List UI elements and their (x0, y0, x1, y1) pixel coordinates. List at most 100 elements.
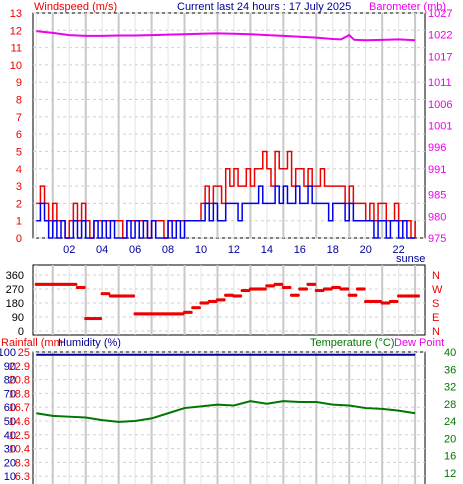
barometer-axis-label: Barometer (mb) (369, 1, 446, 13)
humidity-tick-label: 90 (4, 361, 16, 373)
windspeed-tick-label: 6 (16, 129, 22, 141)
windspeed-tick-label: 1 (16, 216, 22, 228)
rainfall-tick-label: 25 (18, 347, 30, 359)
hour-tick-label: 14 (261, 244, 273, 256)
hour-tick-label: 08 (162, 244, 174, 256)
humidity-temperature-panel: 10090807060504030201002522.920.818.816.7… (0, 347, 456, 484)
wind-direction-point (238, 294, 243, 298)
compass-label: N (432, 326, 440, 338)
humidity-tick-label: 20 (4, 457, 16, 469)
barometer-axis-ticks: 975 980 985 991 996 1001 1006 1011 1017 1022 1027 (428, 8, 452, 245)
rainfall-tick-label: 12.5 (9, 430, 30, 442)
compass-label: E (432, 312, 439, 324)
windspeed-tick-label: 0 (16, 233, 22, 245)
windspeed-tick-label: 5 (16, 146, 22, 158)
hour-tick-label: 18 (327, 244, 339, 256)
hour-tick-label: 04 (96, 244, 108, 256)
hour-tick-label: 02 (63, 244, 75, 256)
sunset-label: sunse (396, 253, 425, 265)
barometer-tick-label: 1001 (428, 121, 452, 133)
temperature-line (36, 400, 416, 423)
compass-label: W (432, 284, 443, 296)
temperature-tick-label: 32 (444, 382, 456, 394)
wind-direction-point (131, 294, 136, 298)
hour-axis-ticks: 02 04 06 08 10 12 14 16 18 20 22 (63, 244, 405, 256)
windspeed-tick-label: 3 (16, 181, 22, 193)
temperature-tick-label: 40 (444, 347, 456, 359)
humidity-tick-label: 80 (4, 375, 16, 387)
direction-tick-label: 180 (6, 298, 24, 310)
wind-direction-point (280, 282, 284, 286)
humidity-axis-label: Humidity (%) (58, 337, 121, 349)
rainfall-tick-label: 6.3 (15, 471, 30, 483)
windspeed-tick-label: 12 (10, 25, 22, 37)
wind-direction-point (288, 285, 292, 290)
windspeed-tick-label: 13 (10, 8, 22, 20)
direction-tick-label: 90 (12, 312, 24, 324)
windspeed-tick-label: 2 (16, 198, 22, 210)
compass-label: S (432, 298, 439, 310)
barometer-line (36, 30, 416, 42)
windspeed-tick-label: 10 (10, 60, 22, 72)
dew-point-label: Dew Point (394, 337, 444, 349)
rainfall-tick-label: 22.9 (9, 361, 30, 373)
barometer-tick-label: 975 (428, 233, 446, 245)
windspeed-tick-label: 8 (16, 95, 22, 107)
hour-tick-label: 16 (294, 244, 306, 256)
direction-tick-label: 270 (6, 284, 24, 296)
humidity-tick-label: 50 (4, 416, 16, 428)
barometer-tick-label: 1011 (428, 77, 452, 89)
wind-gust-line (36, 150, 416, 239)
windspeed-axis-label: Windspeed (m/s) (34, 1, 117, 13)
rainfall-tick-label: 20.8 (9, 375, 30, 387)
humidity-tick-label: 100 (0, 347, 16, 359)
wind-barometer-plot-area (32, 12, 426, 239)
humidity-tick-label: 10 (4, 471, 16, 483)
wind-direction-plot-area (32, 264, 426, 336)
humidity-tick-label: 60 (4, 402, 16, 414)
direction-tick-label: 360 (6, 270, 24, 282)
barometer-tick-label: 980 (428, 211, 446, 223)
barometer-tick-label: 1022 (428, 30, 452, 42)
temperature-tick-label: 20 (444, 433, 456, 445)
wind-direction-point (362, 287, 366, 291)
rainfall-tick-label: 18.8 (9, 388, 30, 400)
wind-barometer-series (36, 30, 416, 239)
temperature-tick-label: 16 (444, 451, 456, 463)
barometer-tick-label: 1027 (428, 8, 452, 20)
wind-direction-point (98, 316, 103, 321)
hour-tick-label: 12 (228, 244, 240, 256)
barometer-tick-label: 991 (428, 164, 446, 176)
wind-direction-point (82, 285, 86, 290)
humidity-temperature-series (36, 353, 416, 423)
wind-direction-points (34, 282, 421, 321)
wind-direction-point (74, 282, 78, 286)
windspeed-tick-label: 4 (16, 164, 22, 176)
rainfall-axis-label: Rainfall (mm (1, 337, 63, 349)
wind-direction-point (395, 299, 399, 304)
temperature-tick-label: 28 (444, 399, 456, 411)
compass-label: N (432, 270, 440, 282)
barometer-tick-label: 1017 (428, 51, 452, 63)
temperature-tick-label: 36 (444, 364, 456, 376)
rainfall-tick-label: 8.3 (15, 457, 30, 469)
wind-direction-point (197, 306, 201, 310)
hour-tick-label: 22 (393, 244, 405, 256)
rainfall-tick-label: 14.6 (9, 416, 30, 428)
hour-tick-label: 06 (129, 244, 141, 256)
wind-direction-point (296, 293, 300, 297)
humidity-temperature-axis-ticks: 10090807060504030201002522.920.818.816.7… (0, 347, 456, 483)
humidity-tick-label: 40 (4, 430, 16, 442)
temperature-tick-label: 24 (444, 416, 456, 428)
wind-direction-point (354, 293, 358, 297)
barometer-tick-label: 1006 (428, 99, 452, 111)
rainfall-tick-label: 10.4 (9, 444, 30, 456)
wind-direction-point (222, 298, 226, 302)
temperature-axis-label: Temperature (°C) (310, 337, 394, 349)
humidity-tick-label: 70 (4, 388, 16, 400)
